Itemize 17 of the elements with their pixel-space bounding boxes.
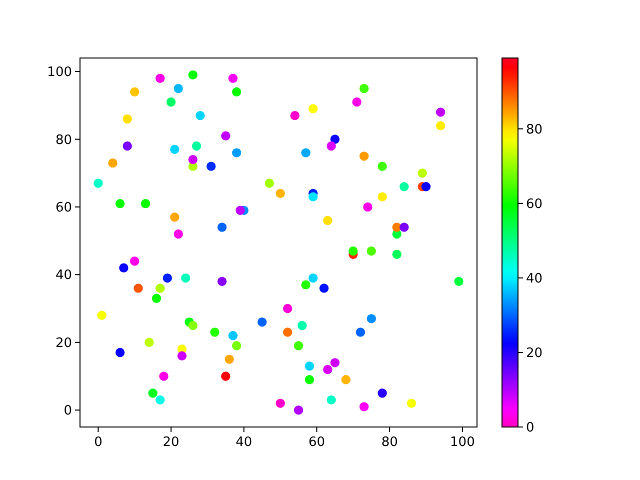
color-bar-label: 80: [526, 122, 543, 138]
y-tick-label: 0: [64, 404, 72, 419]
y-tick-label: 40: [55, 268, 72, 284]
y-tick-label: 80: [55, 132, 72, 148]
x-tick-label: 20: [162, 435, 180, 450]
y-tick-label: 60: [55, 200, 72, 216]
color-bar-label: 20: [526, 346, 543, 362]
x-tick-label: 40: [236, 435, 252, 450]
color-bar-label: 60: [526, 196, 543, 212]
y-tick-label: 20: [55, 336, 72, 351]
x-tick-label: 100: [450, 435, 475, 450]
color-bar-label: 40: [526, 271, 543, 286]
x-tick-label: 80: [381, 435, 398, 450]
x-tick-label: 0: [94, 435, 102, 450]
x-tick-label: 60: [308, 435, 326, 450]
color-bar-label: 0: [526, 420, 534, 436]
y-tick-label: 100: [47, 65, 72, 80]
